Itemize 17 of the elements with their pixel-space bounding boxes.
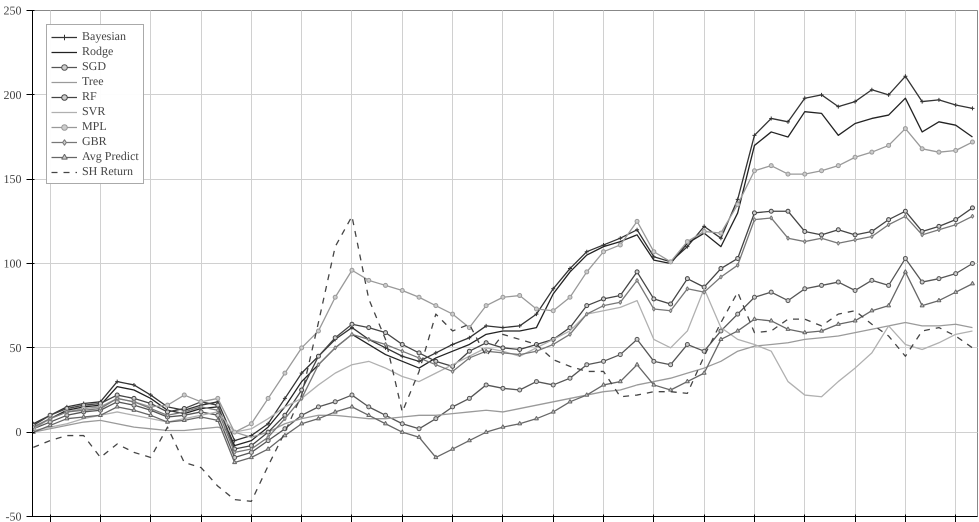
y-tick-label: 50 <box>10 340 22 355</box>
legend-label: Rodge <box>82 44 114 59</box>
legend-label: MPL <box>82 119 107 134</box>
legend-label: SGD <box>82 59 106 74</box>
y-tick-label: 0 <box>16 425 22 440</box>
legend-label: Bayesian <box>82 29 126 44</box>
legend-label: SH Return <box>82 164 133 179</box>
legend-label: RF <box>82 89 98 104</box>
legend-label: GBR <box>82 134 107 149</box>
legend-label: SVR <box>82 104 106 119</box>
y-tick-label: 200 <box>4 88 22 102</box>
y-tick-label: -50 <box>6 510 22 522</box>
y-tick-label: 100 <box>4 256 22 270</box>
legend-label: Avg Predict <box>82 149 139 164</box>
y-tick-label: 150 <box>4 172 22 186</box>
legend-label: Tree <box>82 74 104 89</box>
y-tick-label: 250 <box>4 4 22 18</box>
